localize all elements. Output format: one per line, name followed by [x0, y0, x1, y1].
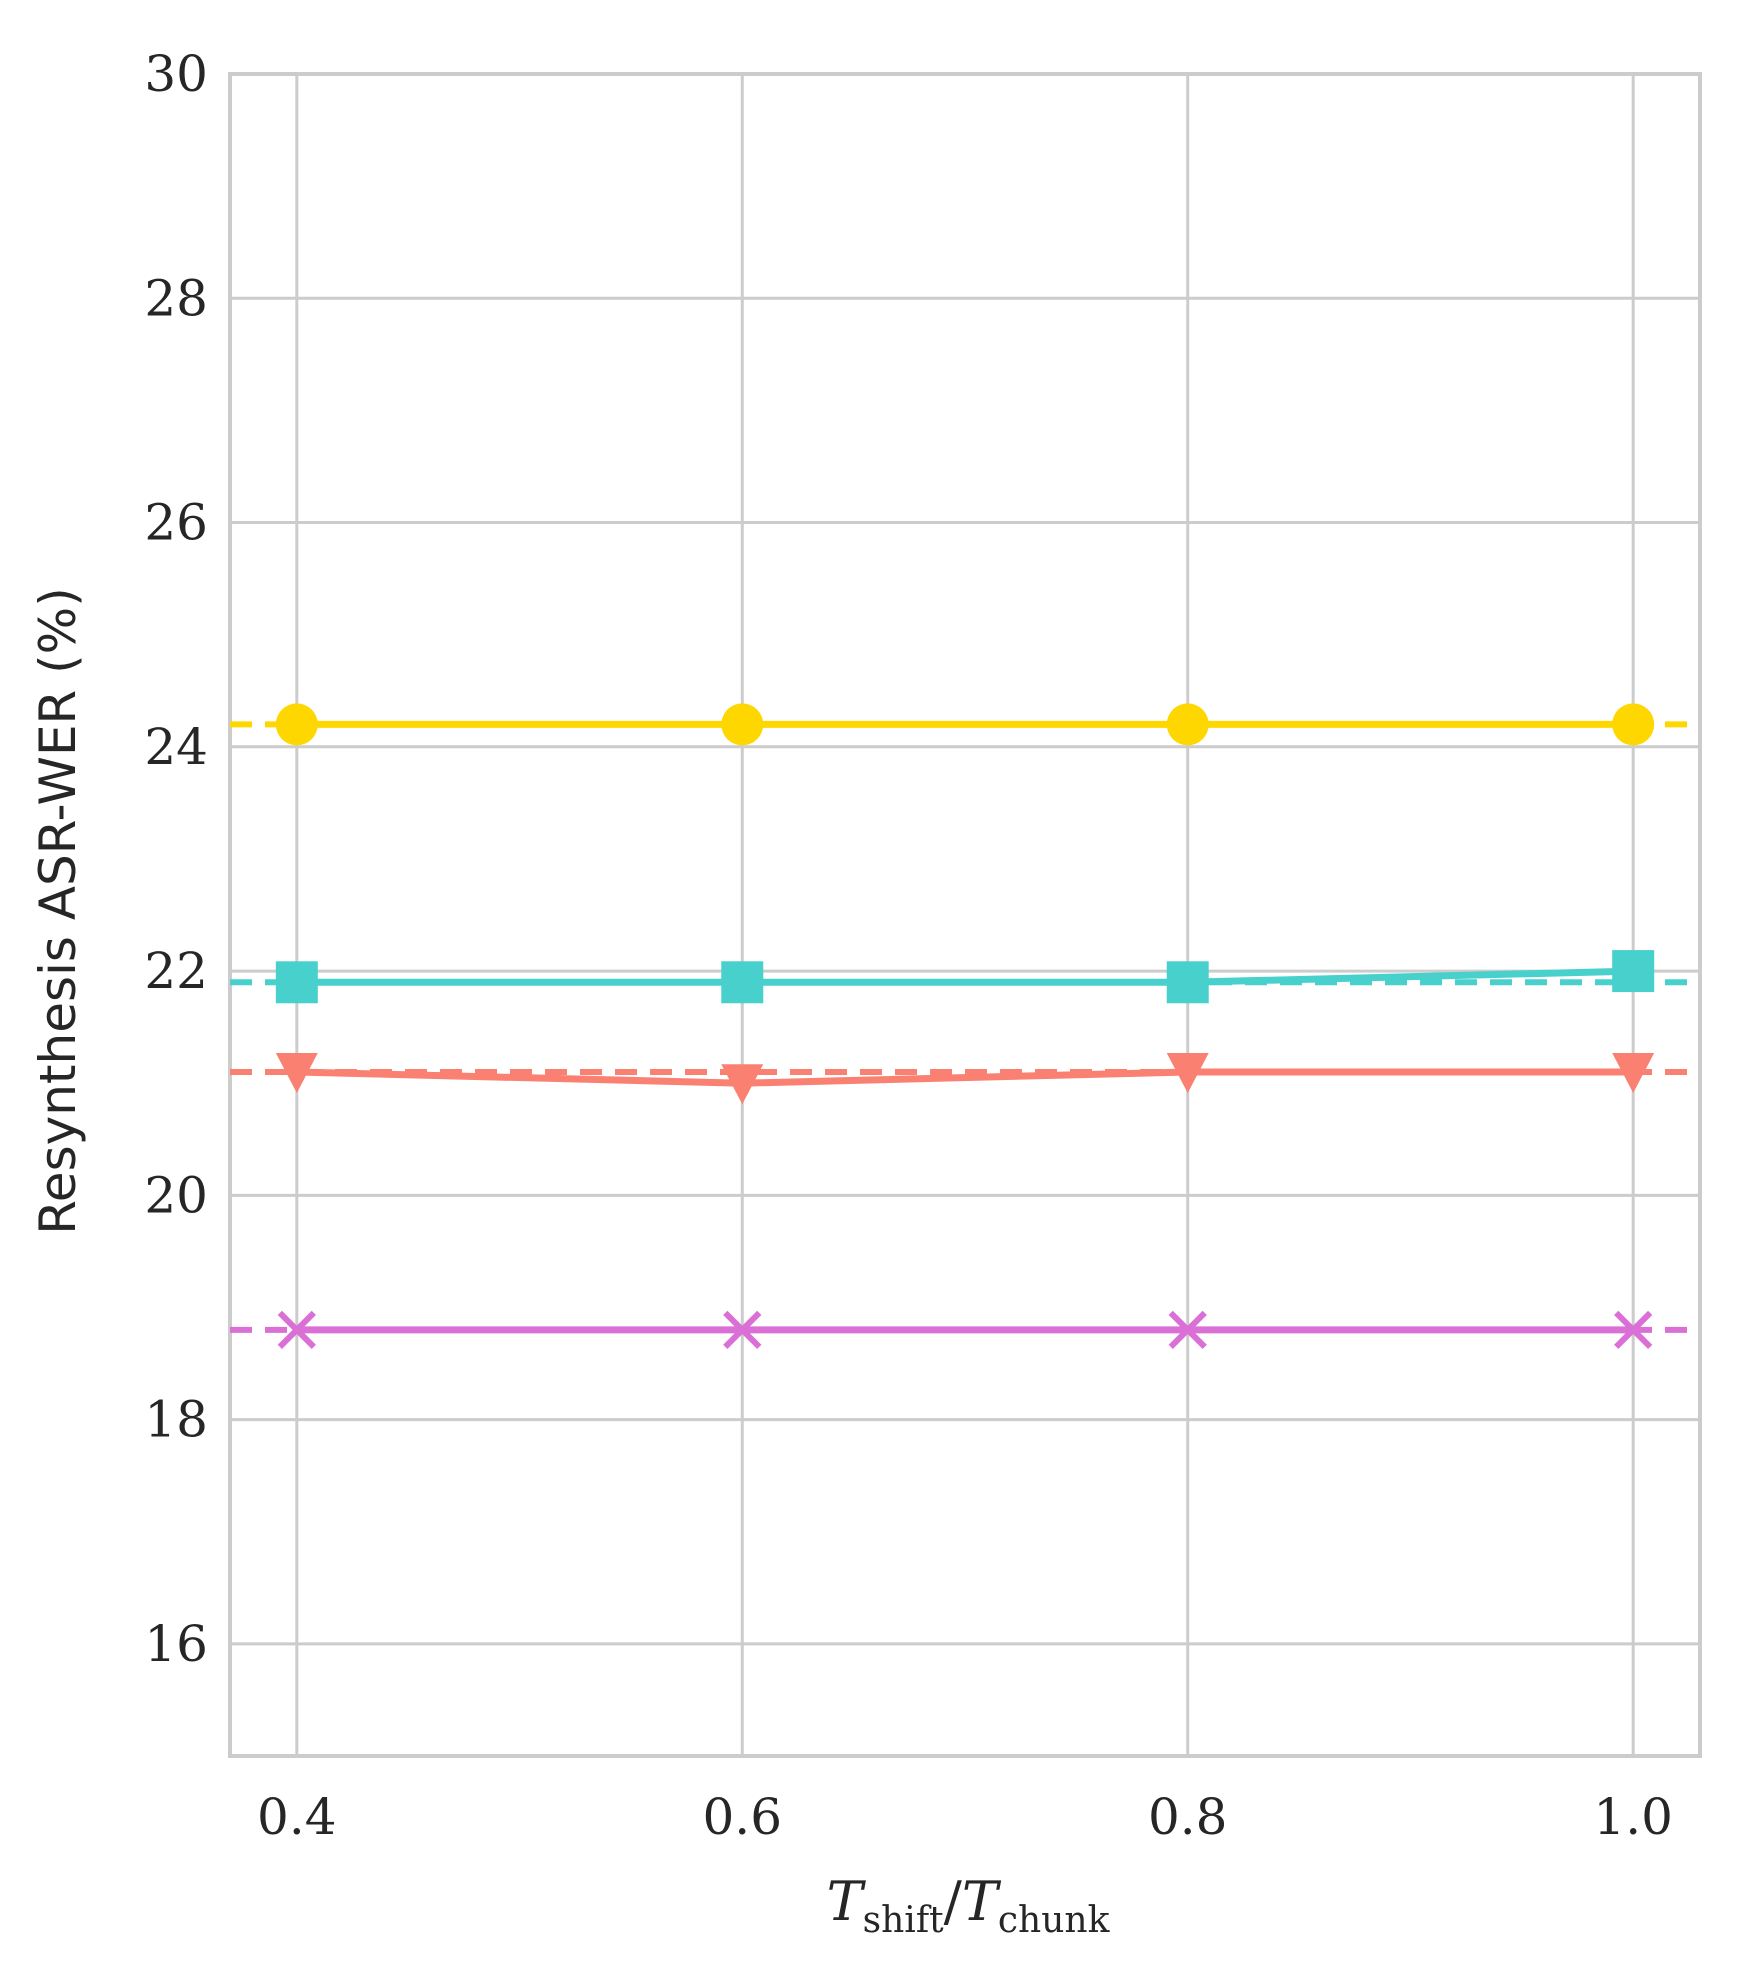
- data-point-triangle-down: [275, 1052, 318, 1093]
- series-layer: [230, 703, 1700, 1350]
- data-point-x: [277, 1310, 316, 1350]
- data-point-x: [1168, 1310, 1207, 1350]
- series-x: [230, 1310, 1700, 1350]
- y-tick-label: 22: [144, 942, 208, 1000]
- x-tick-label: 0.4: [257, 1788, 337, 1846]
- x-axis-label: Tshift/Tchunk: [827, 1870, 1111, 1941]
- x-axis-label-base2: T: [962, 1870, 1002, 1933]
- x-axis-label-sub2: chunk: [998, 1900, 1111, 1941]
- series-line: [296, 967, 1634, 986]
- y-tick-label: 18: [144, 1391, 208, 1449]
- data-point-x: [723, 1310, 762, 1350]
- data-point-square: [275, 961, 318, 1004]
- data-point-circle: [1166, 703, 1209, 746]
- x-tick-label: 0.8: [1148, 1788, 1228, 1846]
- series-line: [296, 1068, 1634, 1087]
- data-point-circle: [275, 703, 318, 746]
- plot-border: [228, 72, 1702, 1758]
- series-square: [230, 950, 1700, 1004]
- data-point-x: [1614, 1310, 1653, 1350]
- x-axis-label-sub1: shift: [863, 1900, 944, 1941]
- y-tick-label: 20: [144, 1166, 208, 1224]
- grid: [230, 72, 1700, 1756]
- tick-labels: 0.4 0.6 0.8 1.0 16 18 20 22 24 26 28 30: [144, 45, 1673, 1846]
- data-point-square: [1612, 950, 1655, 993]
- x-axis-label-separator: /: [944, 1870, 963, 1933]
- data-point-square: [1166, 961, 1209, 1004]
- x-tick-label: 1.0: [1593, 1788, 1673, 1846]
- data-point-triangle-down: [1166, 1052, 1209, 1093]
- data-point-triangle-down: [721, 1064, 764, 1105]
- series-triangle-down: [230, 1052, 1700, 1105]
- y-tick-label: 24: [144, 718, 208, 776]
- data-point-circle: [1612, 703, 1655, 746]
- x-axis-label-base1: T: [827, 1870, 867, 1933]
- data-point-square: [721, 961, 764, 1004]
- y-tick-label: 30: [144, 45, 208, 103]
- y-tick-label: 28: [144, 269, 208, 327]
- x-tick-label: 0.6: [703, 1788, 783, 1846]
- y-axis-label: Resynthesis ASR-WER (%): [29, 587, 87, 1234]
- plot-frame: [228, 72, 1702, 1758]
- data-point-triangle-down: [1612, 1052, 1655, 1093]
- y-tick-label: 16: [144, 1615, 208, 1673]
- y-tick-label: 26: [144, 494, 208, 552]
- series-circle: [230, 703, 1700, 746]
- data-point-circle: [721, 703, 764, 746]
